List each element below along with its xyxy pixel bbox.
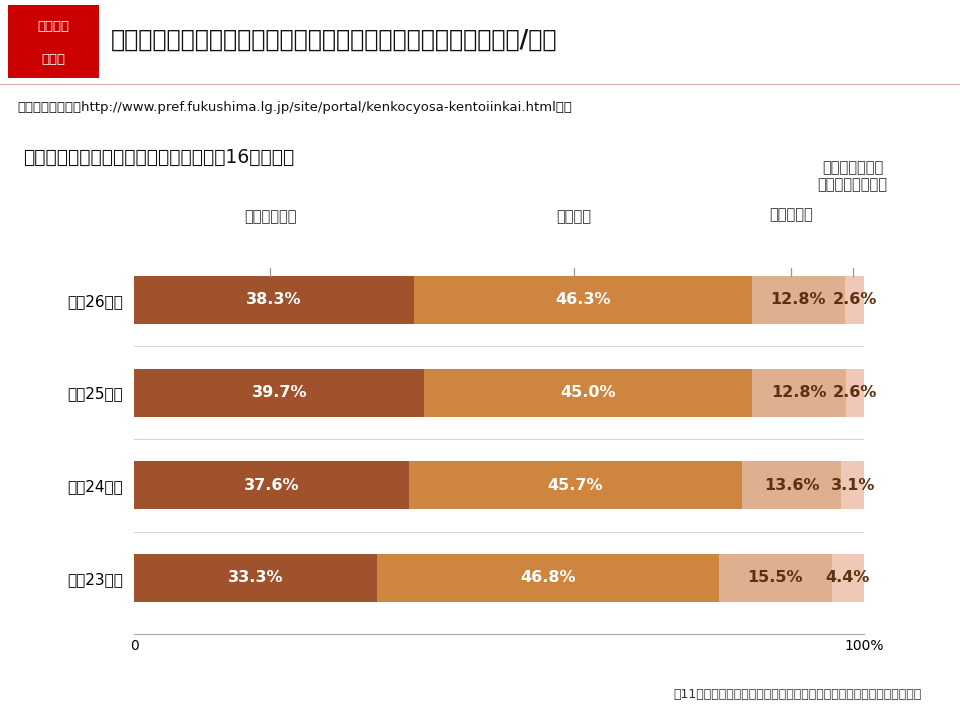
- Text: 健康度: 健康度: [41, 53, 65, 66]
- Text: 38.3%: 38.3%: [247, 292, 301, 307]
- Bar: [377, 554, 719, 602]
- Text: 第11、５、９、２３回福島県「県民健康調査」検討委員会資料より作成: 第11、５、９、２３回福島県「県民健康調査」検討委員会資料より作成: [673, 688, 922, 701]
- Bar: [409, 462, 742, 509]
- FancyBboxPatch shape: [8, 5, 99, 78]
- Text: 33.3%: 33.3%: [228, 570, 283, 585]
- Text: 「最近１か月間の睡眠の満足度」一般（16歳以上）: 「最近１か月間の睡眠の満足度」一般（16歳以上）: [23, 148, 295, 167]
- Bar: [414, 276, 752, 324]
- Text: 2.6%: 2.6%: [833, 385, 877, 400]
- Text: 37.6%: 37.6%: [244, 478, 300, 492]
- Text: 15.5%: 15.5%: [748, 570, 804, 585]
- Text: かなり不満: かなり不満: [769, 207, 813, 222]
- Bar: [134, 554, 377, 602]
- Text: 13.6%: 13.6%: [764, 478, 820, 492]
- Text: こころの: こころの: [37, 20, 69, 33]
- Bar: [134, 276, 414, 324]
- Bar: [742, 462, 841, 509]
- Bar: [846, 369, 865, 417]
- Text: こころの健康度・生活習慣に関する調査　わかってきたこと（２/４）: こころの健康度・生活習慣に関する調査 わかってきたこと（２/４）: [110, 28, 557, 52]
- Text: 45.7%: 45.7%: [548, 478, 603, 492]
- Text: 46.3%: 46.3%: [555, 292, 611, 307]
- Text: 少し不満: 少し不満: [556, 209, 591, 224]
- Text: 2.6%: 2.6%: [832, 292, 876, 307]
- Bar: [753, 369, 846, 417]
- Text: 満足している: 満足している: [244, 209, 297, 224]
- Bar: [134, 462, 409, 509]
- Text: 最新の調査結果：http://www.pref.fukushima.lg.jp/site/portal/kenkocyosa-kentoiinkai.html　: 最新の調査結果：http://www.pref.fukushima.lg.jp/…: [17, 102, 572, 114]
- Bar: [719, 554, 832, 602]
- Text: 12.8%: 12.8%: [771, 292, 827, 307]
- Text: 4.4%: 4.4%: [826, 570, 870, 585]
- Bar: [841, 462, 864, 509]
- Text: 3.1%: 3.1%: [830, 478, 875, 492]
- Bar: [424, 369, 753, 417]
- Bar: [134, 369, 424, 417]
- Text: 12.8%: 12.8%: [771, 385, 827, 400]
- Text: 非常に不満か、
全く眠れなかった: 非常に不満か、 全く眠れなかった: [818, 160, 888, 192]
- Bar: [845, 276, 864, 324]
- Text: 39.7%: 39.7%: [252, 385, 307, 400]
- Text: 45.0%: 45.0%: [561, 385, 616, 400]
- Bar: [752, 276, 845, 324]
- Text: 46.8%: 46.8%: [520, 570, 576, 585]
- Bar: [832, 554, 864, 602]
